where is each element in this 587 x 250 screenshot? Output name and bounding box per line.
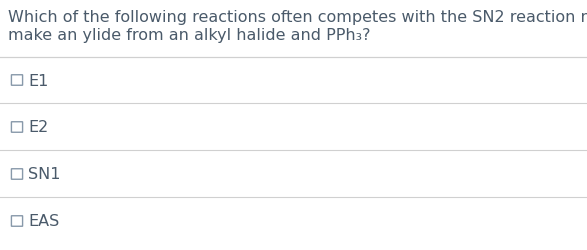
Text: EAS: EAS	[28, 214, 59, 228]
Text: Which of the following reactions often competes with the SN2 reaction needed to: Which of the following reactions often c…	[8, 10, 587, 25]
Text: E1: E1	[28, 73, 48, 88]
Text: E2: E2	[28, 120, 48, 135]
Text: SN1: SN1	[28, 167, 60, 182]
Text: make an ylide from an alkyl halide and PPh₃?: make an ylide from an alkyl halide and P…	[8, 28, 370, 43]
